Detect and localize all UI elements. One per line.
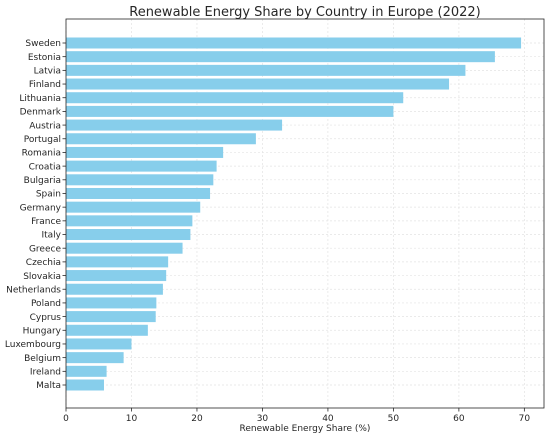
bar-romania bbox=[66, 146, 224, 158]
category-label: Portugal bbox=[24, 135, 61, 145]
category-label: Slovakia bbox=[23, 272, 61, 282]
bar-spain bbox=[66, 187, 211, 199]
x-tick-label: 60 bbox=[453, 414, 465, 424]
x-axis-ticks: 0 10 20 30 40 50 60 70 bbox=[63, 408, 530, 424]
bar-estonia bbox=[66, 51, 495, 63]
bar-malta bbox=[66, 379, 104, 391]
x-tick-label: 40 bbox=[322, 414, 334, 424]
category-label: Greece bbox=[29, 244, 61, 254]
category-label: Sweden bbox=[25, 39, 61, 49]
category-label: Netherlands bbox=[6, 285, 61, 295]
category-label: Ireland bbox=[30, 368, 61, 378]
chart-title: Renewable Energy Share by Country in Eur… bbox=[129, 5, 480, 20]
bar-poland bbox=[66, 297, 157, 309]
category-label: Hungary bbox=[23, 326, 62, 336]
category-label: Spain bbox=[36, 190, 61, 200]
bar-cyprus bbox=[66, 311, 156, 323]
bar-czechia bbox=[66, 256, 169, 268]
bars bbox=[66, 37, 522, 391]
category-label: Czechia bbox=[26, 258, 61, 268]
category-label: Malta bbox=[36, 381, 61, 391]
plot-frame bbox=[65, 18, 545, 409]
category-label: Romania bbox=[22, 149, 61, 159]
x-tick-label: 70 bbox=[519, 414, 531, 424]
x-tick-label: 30 bbox=[257, 414, 269, 424]
category-label: Latvia bbox=[34, 67, 61, 77]
bar-sweden bbox=[66, 37, 522, 49]
bar-greece bbox=[66, 242, 183, 254]
category-label: France bbox=[31, 217, 61, 227]
category-label: Austria bbox=[29, 121, 61, 131]
bar-lithuania bbox=[66, 92, 404, 104]
bar-germany bbox=[66, 201, 201, 213]
bar-denmark bbox=[66, 105, 394, 117]
category-label: Luxembourg bbox=[5, 340, 61, 350]
x-tick-label: 0 bbox=[63, 414, 69, 424]
category-label: Croatia bbox=[29, 162, 61, 172]
bar-latvia bbox=[66, 64, 466, 76]
category-label: Belgium bbox=[24, 354, 61, 364]
category-label: Italy bbox=[41, 231, 61, 241]
bar-slovakia bbox=[66, 270, 167, 282]
category-label: Estonia bbox=[28, 53, 61, 63]
bar-hungary bbox=[66, 324, 148, 336]
bar-luxembourg bbox=[66, 338, 132, 350]
grid-lines bbox=[65, 19, 544, 408]
x-axis-label: Renewable Energy Share (%) bbox=[240, 424, 371, 434]
bar-france bbox=[66, 215, 193, 227]
bar-netherlands bbox=[66, 283, 163, 295]
category-label: Poland bbox=[31, 299, 61, 309]
bar-ireland bbox=[66, 365, 107, 377]
bar-italy bbox=[66, 229, 191, 241]
category-label: Bulgaria bbox=[24, 176, 61, 186]
bar-austria bbox=[66, 119, 283, 131]
category-label: Cyprus bbox=[30, 313, 62, 323]
category-labels: Sweden Estonia Latvia Finland Lithuania Denma… bbox=[5, 39, 66, 391]
x-tick-label: 20 bbox=[191, 414, 203, 424]
category-label: Lithuania bbox=[19, 94, 61, 104]
bar-bulgaria bbox=[66, 174, 214, 186]
bar-belgium bbox=[66, 352, 124, 364]
bar-portugal bbox=[66, 133, 256, 145]
category-label: Finland bbox=[29, 80, 61, 90]
bar-croatia bbox=[66, 160, 217, 172]
x-tick-label: 10 bbox=[126, 414, 138, 424]
bar-finland bbox=[66, 78, 450, 90]
category-label: Denmark bbox=[20, 108, 62, 118]
category-label: Germany bbox=[20, 203, 62, 213]
x-tick-label: 50 bbox=[388, 414, 400, 424]
